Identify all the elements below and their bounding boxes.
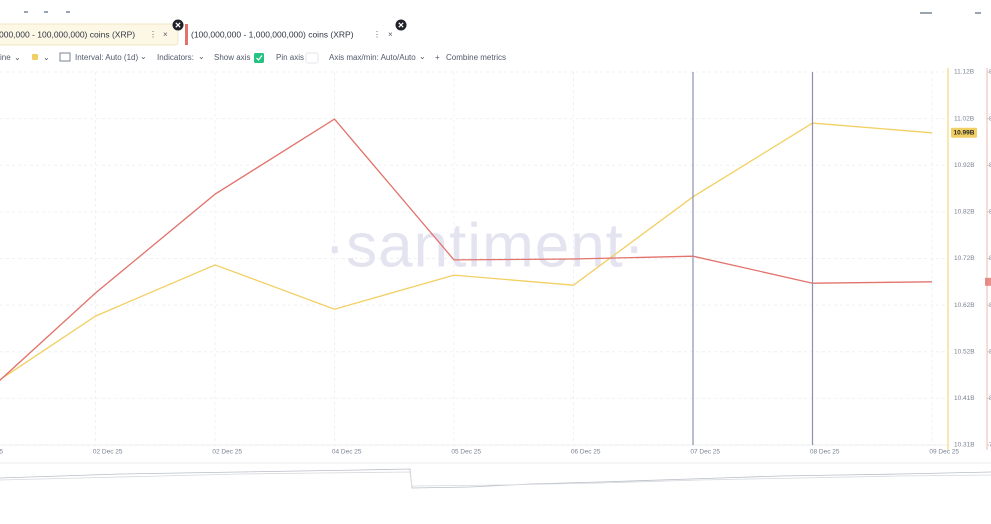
tab-menu[interactable]: ⋮	[149, 30, 157, 39]
y-tick-label: 10.31B	[954, 442, 975, 449]
x-tick-label: 07 Dec 25	[690, 449, 720, 456]
axis-minmax-select[interactable]: Axis max/min: Auto/Auto	[329, 53, 416, 62]
navigator-line	[0, 468, 991, 489]
y2-tick-label: 8	[989, 348, 991, 355]
y2-tick-label: 8	[989, 209, 991, 216]
icon	[24, 11, 28, 13]
value-badge	[951, 127, 977, 138]
y2-tick-label: 8	[989, 395, 991, 402]
x-tick-label: 05 Dec 25	[451, 449, 481, 456]
x-tick-label: 06 Dec 25	[571, 449, 601, 456]
pin-axis-label: Pin axis	[276, 53, 304, 62]
check-icon	[256, 55, 263, 61]
icon	[66, 11, 70, 13]
value-label: 10.99B	[954, 130, 975, 137]
plus-icon: +	[435, 53, 440, 62]
y-tick-label: 10.92B	[954, 162, 975, 169]
y-tick-label: 11.02B	[954, 115, 974, 122]
pin-axis-toggle[interactable]	[305, 52, 319, 64]
y2-tick-label: 8	[989, 162, 991, 169]
metric-tab[interactable]: (100,000,000 - 1,000,000,000) coins (XRP…	[185, 24, 393, 45]
tab-label: (100,000,000 - 1,000,000,000) coins (XRP…	[191, 29, 354, 39]
x-tick-label: 02 Dec 25	[93, 449, 123, 456]
y2-tick-label: 8	[989, 115, 991, 122]
y2-tick-label: 8	[989, 255, 991, 262]
chevron: ⌄	[140, 52, 147, 61]
interval-select[interactable]: Interval: Auto (1d)	[75, 53, 138, 62]
show-axis-checkbox[interactable]	[254, 53, 264, 63]
value-badge	[985, 277, 991, 286]
show-axis-label: Show axis	[214, 53, 250, 62]
tab-color	[185, 24, 188, 45]
tab-menu[interactable]: ⋮	[373, 30, 381, 39]
watermark: ·santiment·	[324, 211, 645, 280]
y-tick-label: 10.82B	[954, 209, 975, 216]
icon	[920, 12, 932, 14]
overlay	[692, 72, 814, 445]
tab-close[interactable]: ×	[388, 30, 393, 39]
color-select[interactable]	[32, 54, 38, 60]
navigator	[0, 462, 991, 489]
tab-label: 000,000 - 100,000,000) coins (XRP)	[0, 29, 135, 39]
y-tick-label: 11.12B	[954, 69, 974, 76]
x-tick-label: 09 Dec 25	[929, 449, 959, 456]
chevron: ⌄	[43, 53, 50, 62]
metric-tab[interactable]: 000,000 - 100,000,000) coins (XRP) ⋮ ×	[0, 23, 179, 46]
x-tick-label: 04 Dec 25	[332, 449, 362, 456]
close-icon	[398, 22, 404, 28]
series-line	[0, 122, 933, 381]
close-icon	[175, 22, 181, 28]
calendar-icon	[59, 52, 71, 62]
x-tick-label: 02 Dec 25	[212, 449, 242, 456]
x-tick-label: 08 Dec 25	[810, 449, 840, 456]
top-icons	[24, 11, 981, 14]
chevron: ⌄	[198, 52, 205, 61]
chevron: ⌄	[14, 53, 21, 62]
icon	[44, 11, 48, 13]
y2-tick-label: 8	[989, 69, 991, 76]
toolbar: ine ⌄ ⌄ Interval: Auto (1d) ⌄ Indicators…	[0, 52, 506, 64]
icon	[975, 12, 981, 14]
y2-tick-label: 8	[989, 302, 991, 309]
indicators-select[interactable]: Indicators:	[157, 53, 194, 62]
y-tick-label: 10.52B	[954, 348, 975, 355]
plot-area: ·santiment·	[0, 71, 948, 446]
tab-bg	[0, 23, 179, 46]
tab-close[interactable]: ×	[163, 30, 168, 39]
navigator-line	[0, 471, 991, 487]
style-select[interactable]: ine	[0, 53, 11, 62]
y2-tick-label: 7	[989, 442, 991, 449]
series-line	[0, 118, 933, 382]
chevron: ⌄	[419, 52, 426, 61]
y-tick-label: 10.41B	[954, 395, 975, 402]
y-tick-label: 10.72B	[954, 255, 975, 262]
combine-metrics[interactable]: Combine metrics	[446, 53, 506, 62]
y-tick-label: 10.62B	[954, 302, 975, 309]
x-tick-label: 25	[0, 449, 3, 456]
